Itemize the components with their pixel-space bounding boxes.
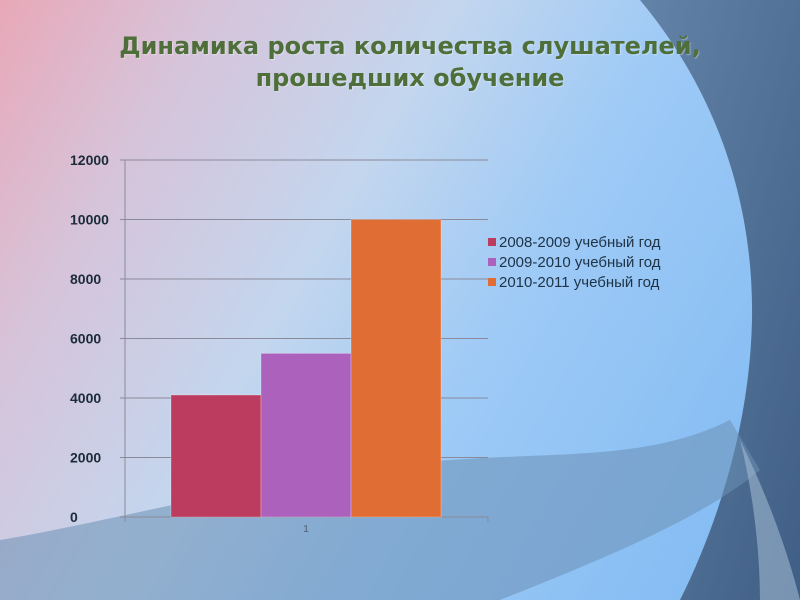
slide-title-line1: Динамика роста количества слушателей, <box>119 32 701 60</box>
decorative-swoosh-light <box>740 440 800 600</box>
legend-label: 2009-2010 учебный год <box>499 253 661 271</box>
legend-swatch <box>488 238 496 246</box>
y-tick-label: 2000 <box>70 450 101 466</box>
y-tick-label: 8000 <box>70 271 101 287</box>
y-tick-label: 0 <box>70 509 78 525</box>
legend-item: 2009-2010 учебный год <box>488 252 661 272</box>
slide-title: Динамика роста количества слушателей, пр… <box>40 30 780 94</box>
legend-swatch <box>488 258 496 266</box>
bar-3 <box>350 219 442 518</box>
y-tick-label: 6000 <box>70 331 101 347</box>
y-tick-label: 4000 <box>70 390 101 406</box>
y-tick-label: 12000 <box>70 152 109 168</box>
decorative-swoosh-right <box>640 0 800 600</box>
legend-item: 2008-2009 учебный год <box>488 232 661 252</box>
x-tick-label: 1 <box>303 524 309 535</box>
slide-title-line2: прошедших обучение <box>255 64 565 92</box>
y-tick-label: 10000 <box>70 212 109 228</box>
legend-item: 2010-2011 учебный год <box>488 272 661 292</box>
chart-legend: 2008-2009 учебный год 2009-2010 учебный г… <box>488 232 661 292</box>
legend-swatch <box>488 278 496 286</box>
legend-label: 2008-2009 учебный год <box>499 233 661 251</box>
bar-1 <box>170 394 262 518</box>
bar-2 <box>260 352 352 518</box>
legend-label: 2010-2011 учебный год <box>499 273 660 291</box>
